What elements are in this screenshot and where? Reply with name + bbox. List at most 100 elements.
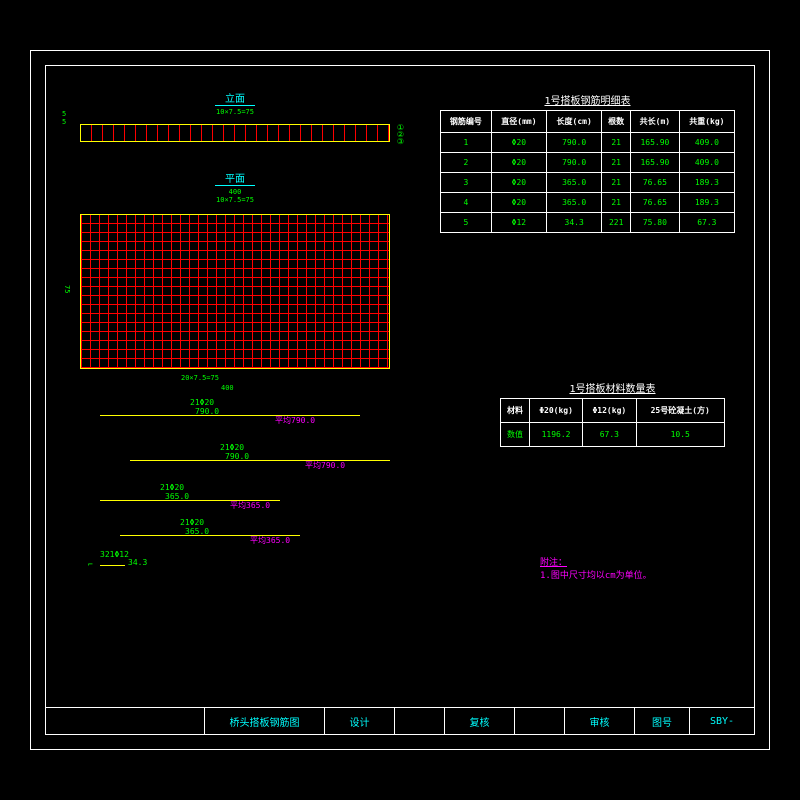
note-title: 附注： — [540, 555, 652, 568]
rebar-5-hook: ⌐ — [88, 560, 93, 569]
table1-cell: 2 — [441, 153, 492, 173]
rebar-schedule-table: 1号搭板钢筋明细表 钢筋编号 直径(mm) 长度(cm) 根数 共长(m) 共重… — [440, 92, 735, 233]
table1-cell: 67.3 — [679, 213, 734, 233]
table1-cell: 790.0 — [547, 133, 602, 153]
t1-h4: 共长(m) — [631, 111, 680, 133]
rebar-1-len: 790.0 — [195, 407, 219, 416]
material-qty-table: 1号搭板材料数量表 材料 Φ20(kg) Φ12(kg) 25号砼凝土(方) 数… — [500, 380, 725, 447]
plan-grid: 75 20×7.5=75 400 — [80, 214, 390, 369]
elevation-title: 立面 — [80, 90, 390, 105]
plan-title-underline — [215, 185, 255, 186]
elevation-subtitle: 10×7.5=75 — [80, 108, 390, 116]
table1-cell: 365.0 — [547, 173, 602, 193]
table1-cell: 76.65 — [631, 193, 680, 213]
table1-row: 4Φ20365.02176.65189.3 — [441, 193, 735, 213]
table1-row: 3Φ20365.02176.65189.3 — [441, 173, 735, 193]
rebar-5-len: 34.3 — [128, 558, 147, 567]
table1-cell: 21 — [602, 173, 631, 193]
rebar-1-spec: 21Φ20 — [190, 398, 214, 407]
rebar-2-len: 790.0 — [225, 452, 249, 461]
elev-dim-left: 5 5 — [62, 110, 66, 126]
note-line-1: 1.图中尺寸均以cm为单位。 — [540, 568, 652, 581]
table1-cell: 5 — [441, 213, 492, 233]
drawing-note: 附注： 1.图中尺寸均以cm为单位。 — [540, 555, 652, 581]
titleblock-cell: 设计 — [325, 708, 395, 735]
table1-cell: Φ12 — [491, 213, 546, 233]
rebar-1-avg: 平均790.0 — [275, 415, 315, 426]
table1-cell: 1 — [441, 133, 492, 153]
plan-dim-bottom: 20×7.5=75 — [181, 374, 219, 382]
titleblock-cell: SBY- — [690, 708, 755, 735]
t2-h3: 25号砼凝土(方) — [636, 399, 725, 423]
table2-header-row: 材料 Φ20(kg) Φ12(kg) 25号砼凝土(方) — [501, 399, 725, 423]
table1-cell: 409.0 — [679, 133, 734, 153]
t1-h0: 钢筋编号 — [441, 111, 492, 133]
table2-caption: 1号搭板材料数量表 — [500, 380, 725, 398]
table1-cell: 189.3 — [679, 173, 734, 193]
table1-row: 5Φ1234.322175.8067.3 — [441, 213, 735, 233]
table2-cell: 1196.2 — [529, 423, 582, 447]
table1-cell: Φ20 — [491, 133, 546, 153]
plan-dim-bottom2: 400 — [221, 384, 234, 392]
table1-row: 2Φ20790.021165.90409.0 — [441, 153, 735, 173]
titleblock-cell: 桥头搭板钢筋图 — [205, 708, 325, 735]
table1-cell: 165.90 — [631, 133, 680, 153]
table1-caption: 1号搭板钢筋明细表 — [440, 92, 735, 110]
titleblock-cell — [515, 708, 565, 735]
table1-cell: 21 — [602, 153, 631, 173]
rebar-line-1 — [100, 415, 360, 416]
t1-h2: 长度(cm) — [547, 111, 602, 133]
elevation-bar-label-3: ③ — [397, 137, 404, 146]
rebar-4-avg: 平均365.0 — [250, 535, 290, 546]
table1-cell: 365.0 — [547, 193, 602, 213]
plan-title: 平面 — [80, 170, 390, 185]
table1-cell: 409.0 — [679, 153, 734, 173]
elevation-title-underline — [215, 105, 255, 106]
table1-cell: 75.80 — [631, 213, 680, 233]
table2-row: 数值1196.267.310.5 — [501, 423, 725, 447]
rebar-4-spec: 21Φ20 — [180, 518, 204, 527]
rebar-3-len: 365.0 — [165, 492, 189, 501]
table1-header-row: 钢筋编号 直径(mm) 长度(cm) 根数 共长(m) 共重(kg) — [441, 111, 735, 133]
table1-cell: Φ20 — [491, 173, 546, 193]
rebar-2-avg: 平均790.0 — [305, 460, 345, 471]
table2-cell: 10.5 — [636, 423, 725, 447]
t2-h2: Φ12(kg) — [583, 399, 636, 423]
table1-cell: 3 — [441, 173, 492, 193]
table1-cell: 221 — [602, 213, 631, 233]
rebar-3-avg: 平均365.0 — [230, 500, 270, 511]
table2-cell: 67.3 — [583, 423, 636, 447]
title-block: 桥头搭板钢筋图设计 复核 审核图号SBY- — [45, 707, 755, 735]
titleblock-cell — [395, 708, 445, 735]
rebar-line-2 — [130, 460, 390, 461]
table1-cell: 34.3 — [547, 213, 602, 233]
table1-cell: 165.90 — [631, 153, 680, 173]
rebar-4-len: 365.0 — [185, 527, 209, 536]
t1-h1: 直径(mm) — [491, 111, 546, 133]
titleblock-cell: 图号 — [635, 708, 690, 735]
plan-dim-left: 75 — [63, 285, 71, 293]
table1-cell: 189.3 — [679, 193, 734, 213]
table1-cell: Φ20 — [491, 153, 546, 173]
titleblock-cell — [45, 708, 205, 735]
table1-cell: 4 — [441, 193, 492, 213]
table1-cell: 790.0 — [547, 153, 602, 173]
plan-view: 平面 400 10×7.5=75 75 20×7.5=75 400 — [80, 170, 390, 369]
titleblock-cell: 审核 — [565, 708, 635, 735]
plan-dim-top2: 10×7.5=75 — [80, 196, 390, 204]
table2-cell: 数值 — [501, 423, 530, 447]
table1-row: 1Φ20790.021165.90409.0 — [441, 133, 735, 153]
table1-cell: Φ20 — [491, 193, 546, 213]
table1-cell: 76.65 — [631, 173, 680, 193]
titleblock-cell: 复核 — [445, 708, 515, 735]
plan-dim-top1: 400 — [80, 188, 390, 196]
rebar-5-spec: 321Φ12 — [100, 550, 129, 559]
t1-h3: 根数 — [602, 111, 631, 133]
table1-cell: 21 — [602, 133, 631, 153]
t2-h1: Φ20(kg) — [529, 399, 582, 423]
rebar-line-5 — [100, 565, 125, 566]
elevation-box: ① ② ③ — [80, 124, 390, 142]
elevation-view: 立面 10×7.5=75 ① ② ③ — [80, 90, 390, 130]
rebar-3-spec: 21Φ20 — [160, 483, 184, 492]
t1-h5: 共重(kg) — [679, 111, 734, 133]
